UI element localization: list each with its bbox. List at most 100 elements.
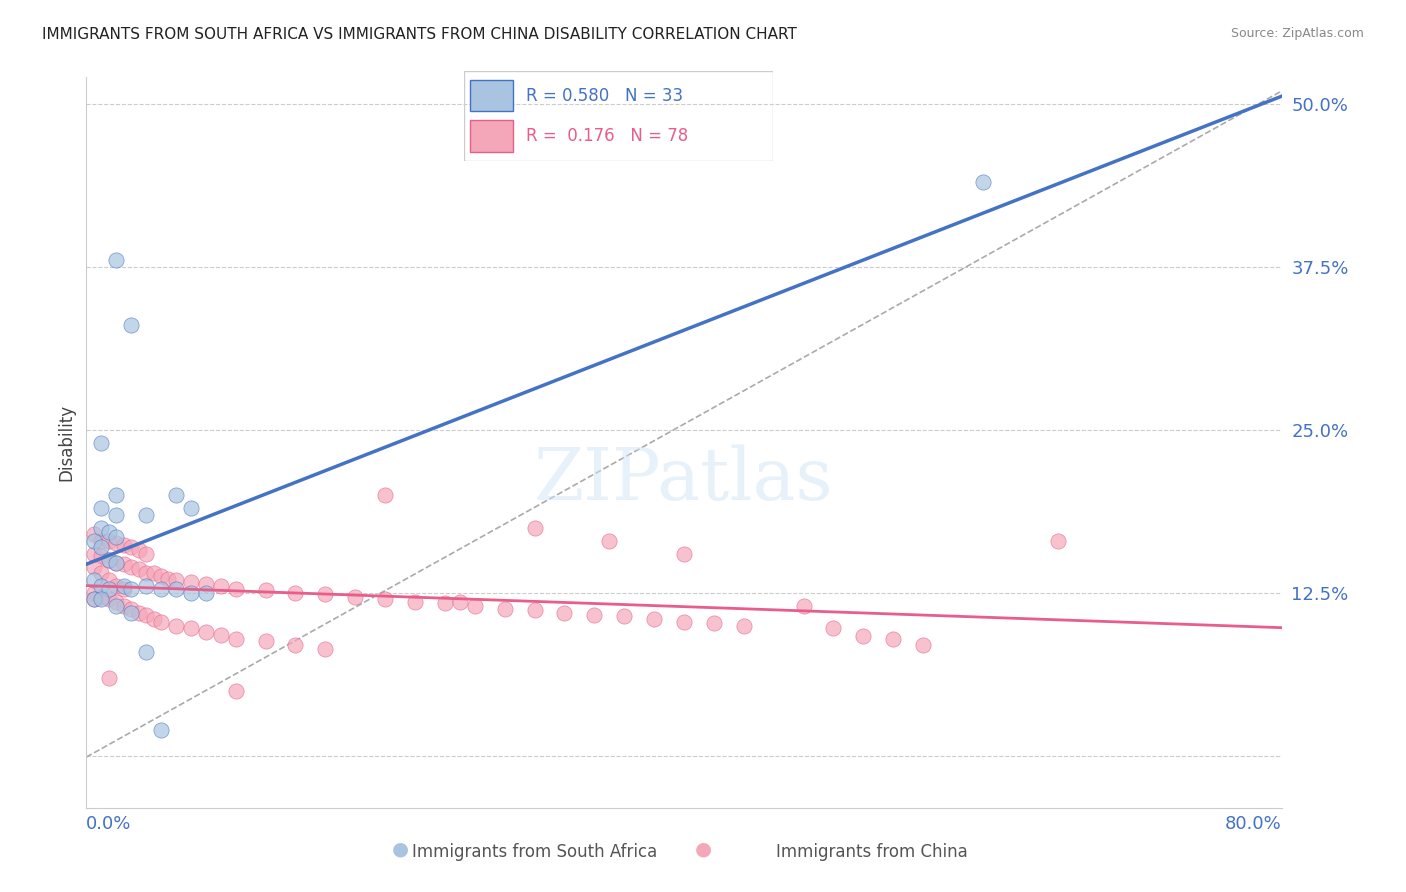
Point (284, 586, 307, 600)
Point (643, 612, 665, 626)
Point (150, 723, 173, 737)
Point (404, 595, 426, 609)
Point (105, 536, 128, 550)
Point (672, 547, 695, 561)
Point (90, 549, 112, 564)
Point (464, 599, 486, 613)
Point (90, 592, 112, 607)
Point (90, 521, 112, 535)
Point (112, 558, 135, 572)
Point (194, 576, 217, 591)
Point (105, 599, 128, 613)
Point (112, 538, 135, 552)
Point (194, 586, 217, 600)
Point (120, 559, 142, 574)
Point (225, 632, 247, 646)
Point (128, 542, 150, 557)
Point (83, 527, 105, 541)
Point (120, 606, 142, 620)
Point (449, 595, 471, 609)
Text: IMMIGRANTS FROM SOUTH AFRICA VS IMMIGRANTS FROM CHINA DISABILITY CORRELATION CHA: IMMIGRANTS FROM SOUTH AFRICA VS IMMIGRAN… (42, 27, 797, 42)
Point (90, 566, 112, 581)
Point (97, 671, 120, 685)
Point (97, 573, 120, 587)
Point (135, 608, 157, 623)
Point (165, 618, 187, 632)
Point (112, 599, 135, 613)
Point (83, 592, 105, 607)
Point (112, 579, 135, 593)
Point (150, 569, 173, 583)
Point (852, 629, 875, 643)
Point (120, 318, 142, 333)
Point (284, 638, 307, 652)
Point (97, 524, 120, 539)
Point (90, 590, 112, 604)
Point (105, 579, 128, 593)
Point (912, 638, 935, 652)
Point (1046, 533, 1069, 548)
Point (83, 573, 105, 587)
FancyBboxPatch shape (470, 120, 513, 152)
Point (90, 579, 112, 593)
Point (972, 175, 994, 189)
Point (494, 601, 516, 615)
Point (165, 582, 187, 596)
Point (105, 556, 128, 570)
Point (97, 582, 120, 596)
Point (83, 592, 105, 607)
Point (433, 596, 456, 610)
Point (135, 566, 157, 581)
Point (120, 541, 142, 555)
Point (90, 435, 112, 450)
Point (344, 590, 367, 604)
Point (314, 642, 336, 657)
Point (180, 621, 202, 635)
Point (225, 683, 247, 698)
Point (128, 606, 150, 620)
Point (105, 253, 128, 268)
Point (180, 586, 202, 600)
Point (105, 530, 128, 544)
Text: R =  0.176   N = 78: R = 0.176 N = 78 (526, 127, 688, 145)
Point (97, 553, 120, 567)
Point (83, 533, 105, 548)
Point (150, 615, 173, 629)
Point (180, 575, 202, 590)
Point (553, 606, 575, 620)
Point (90, 501, 112, 516)
Point (254, 583, 277, 598)
Point (882, 632, 904, 646)
Point (120, 582, 142, 596)
Point (128, 562, 150, 576)
Point (105, 508, 128, 522)
Point (733, 618, 755, 632)
Point (703, 615, 725, 630)
Point (598, 533, 620, 548)
Point (135, 547, 157, 561)
Point (135, 508, 157, 522)
Point (105, 488, 128, 502)
Point (135, 579, 157, 593)
Text: 80.0%: 80.0% (1225, 814, 1282, 833)
Text: Immigrants from South Africa: Immigrants from South Africa (412, 843, 657, 861)
Point (793, 599, 815, 613)
Point (583, 608, 606, 623)
Text: R = 0.580   N = 33: R = 0.580 N = 33 (526, 87, 683, 105)
Point (225, 582, 247, 596)
Text: ●: ● (392, 839, 409, 858)
Point (165, 573, 187, 587)
Point (672, 615, 695, 629)
Point (374, 592, 396, 607)
Point (314, 587, 336, 601)
Text: Source: ZipAtlas.com: Source: ZipAtlas.com (1230, 27, 1364, 40)
Point (83, 559, 105, 574)
Point (613, 609, 636, 624)
Text: Immigrants from China: Immigrants from China (776, 843, 967, 861)
Point (823, 621, 845, 635)
Point (83, 547, 105, 561)
Point (120, 601, 142, 615)
Point (105, 556, 128, 570)
Point (97, 533, 120, 548)
Point (209, 628, 232, 642)
